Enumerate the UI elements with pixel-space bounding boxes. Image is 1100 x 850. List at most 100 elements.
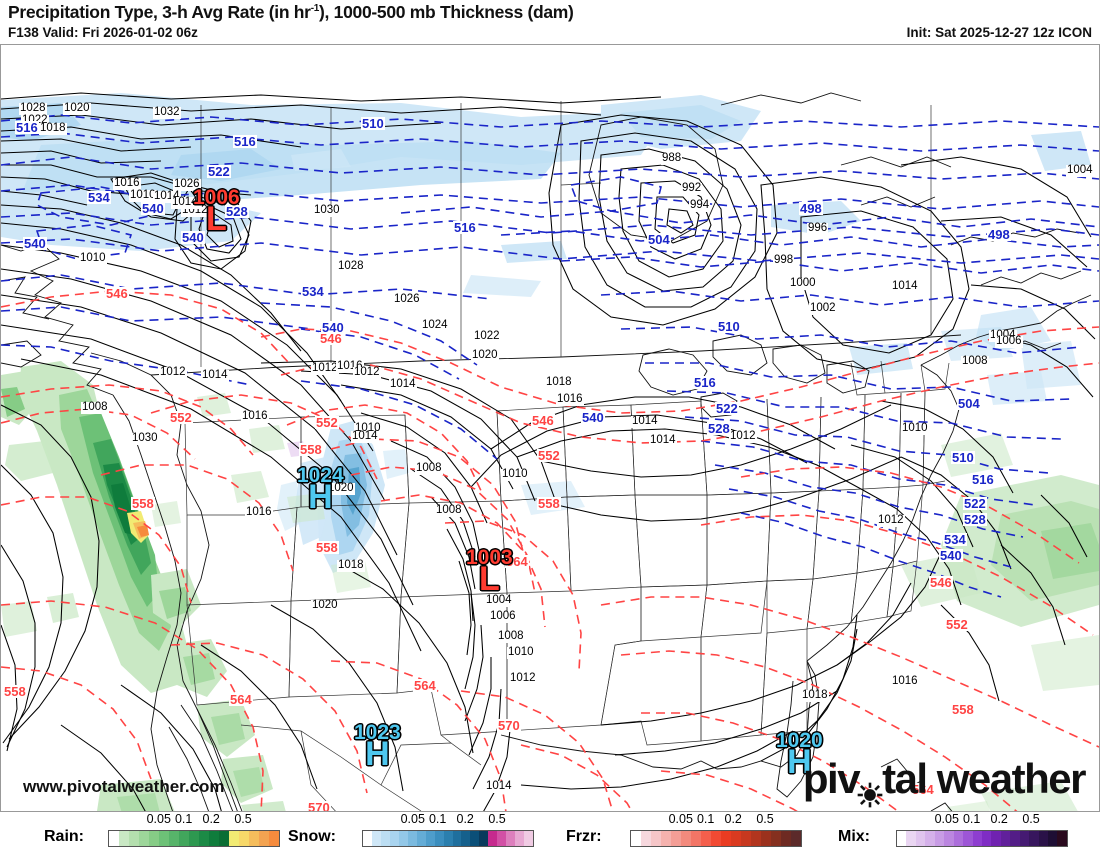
legend-swatch xyxy=(434,831,444,846)
sun-icon-svg xyxy=(857,782,883,808)
legend-swatch xyxy=(229,831,239,846)
legend-swatch xyxy=(259,831,269,846)
legend-swatch xyxy=(470,831,480,846)
legend-tick-label: 0.1 xyxy=(696,812,715,826)
legend-swatch xyxy=(452,831,462,846)
legend-swatch xyxy=(915,831,926,846)
legend-swatch xyxy=(209,831,219,846)
legend-swatch xyxy=(269,831,279,846)
legend-label: Snow: xyxy=(288,828,336,845)
legend-tick-label: 0.2 xyxy=(724,812,742,826)
legend-tick-label: 0.5 xyxy=(488,812,506,826)
legend-tick-label: 0.1 xyxy=(174,812,193,826)
legend-swatch xyxy=(139,831,149,846)
legend-swatch xyxy=(149,831,159,846)
legend-swatch xyxy=(1000,831,1011,846)
map-header: Precipitation Type, 3-h Avg Rate (in hr-… xyxy=(0,0,1100,44)
legend-swatch xyxy=(671,831,681,846)
site-url-watermark: www.pivotalweather.com xyxy=(23,777,225,796)
legend-swatch xyxy=(109,831,119,846)
legend-tick-label: 0.5 xyxy=(234,812,252,826)
legend-swatch xyxy=(721,831,731,846)
brand-text-part1: piv xyxy=(802,755,861,802)
legend-swatch xyxy=(189,831,199,846)
legend-swatch xyxy=(711,831,721,846)
legend-colorbar-swatches xyxy=(108,830,280,847)
colorbar-legend: Rain: 0.05 0.1 0.2 0.5 Snow: 0.05 0.1 0.2 0.5 Frzr… xyxy=(0,812,1100,850)
legend-swatch xyxy=(791,831,801,846)
legend-swatch xyxy=(1029,831,1039,846)
legend-colorbar xyxy=(630,830,802,847)
legend-swatch xyxy=(1048,831,1058,846)
legend-colorbar-swatches xyxy=(362,830,534,847)
legend-colorbar xyxy=(896,830,1068,847)
legend-tick-label: 0.5 xyxy=(1022,812,1040,826)
legend-swatch xyxy=(661,831,671,846)
legend-label: Rain: xyxy=(44,828,84,845)
legend-swatch xyxy=(944,831,954,846)
map-graphics xyxy=(1,92,1099,811)
legend-colorbar-swatches xyxy=(630,830,802,847)
legend-swatch xyxy=(497,831,507,846)
legend-swatch xyxy=(963,831,973,846)
legend-swatch xyxy=(249,831,259,846)
legend-tick-label: 0.2 xyxy=(202,812,220,826)
legend-colorbar xyxy=(362,830,534,847)
legend-swatch xyxy=(515,831,525,846)
title-tail: ), 1000-500 mb Thickness (dam) xyxy=(319,2,574,22)
legend-swatch xyxy=(991,831,1001,846)
legend-swatch xyxy=(691,831,701,846)
legend-tick-label: 0.2 xyxy=(456,812,474,826)
legend-swatch xyxy=(751,831,761,846)
legend-swatch xyxy=(906,831,916,846)
legend-tick-label: 0.2 xyxy=(990,812,1008,826)
legend-swatch xyxy=(731,831,741,846)
legend-swatch xyxy=(389,831,399,846)
legend-label: Frzr: xyxy=(566,828,602,845)
legend-swatch xyxy=(771,831,781,846)
init-time-label: Init: Sat 2025-12-27 12z ICON xyxy=(906,25,1092,40)
legend-label: Mix: xyxy=(838,828,870,845)
legend-tick-label: 0.05 xyxy=(400,812,425,826)
state-borders-layer xyxy=(184,101,950,811)
legend-ticks: 0.05 0.1 0.2 0.5 xyxy=(362,812,534,828)
legend-ticks: 0.05 0.1 0.2 0.5 xyxy=(108,812,280,828)
legend-swatch xyxy=(219,831,229,846)
legend-swatch xyxy=(781,831,791,846)
legend-swatch xyxy=(1038,831,1048,846)
title-exponent: -1 xyxy=(310,3,320,15)
legend-swatch xyxy=(363,831,372,846)
legend-swatch xyxy=(159,831,169,846)
legend-swatch xyxy=(741,831,751,846)
map-canvas[interactable]: 1028 1020 1032 1022 1018 1026 1016 1010 1014 1012… xyxy=(0,44,1100,812)
sun-icon xyxy=(857,770,883,808)
legend-tick-label: 0.05 xyxy=(934,812,959,826)
legend-swatch xyxy=(179,831,189,846)
legend-swatch xyxy=(972,831,982,846)
legend-group-frzr: Frzr: 0.05 0.1 0.2 0.5 xyxy=(566,812,808,850)
legend-swatch xyxy=(651,831,661,846)
legend-swatch xyxy=(1057,831,1067,846)
legend-swatch xyxy=(981,831,992,846)
legend-swatch xyxy=(199,831,209,846)
legend-group-rain: Rain: 0.05 0.1 0.2 0.5 xyxy=(44,812,286,850)
legend-swatch xyxy=(461,831,471,846)
legend-swatch xyxy=(631,831,641,846)
legend-ticks: 0.05 0.1 0.2 0.5 xyxy=(896,812,1068,828)
page-title: Precipitation Type, 3-h Avg Rate (in hr-… xyxy=(8,2,574,23)
legend-swatch xyxy=(934,831,945,846)
legend-swatch xyxy=(416,831,426,846)
legend-swatch xyxy=(380,831,390,846)
legend-swatch xyxy=(925,831,935,846)
thickness-contours-blue xyxy=(1,114,1099,598)
title-main: Precipitation Type, 3-h Avg Rate (in hr xyxy=(8,2,311,22)
valid-time-label: F138 Valid: Fri 2026-01-02 06z xyxy=(8,25,198,40)
legend-tick-label: 0.05 xyxy=(668,812,693,826)
legend-swatch xyxy=(681,831,691,846)
brand-watermark: piv tal weather xyxy=(802,755,1086,808)
legend-swatch xyxy=(488,831,498,846)
legend-swatch xyxy=(524,831,534,846)
legend-swatch xyxy=(897,831,907,846)
legend-swatch xyxy=(129,831,139,846)
